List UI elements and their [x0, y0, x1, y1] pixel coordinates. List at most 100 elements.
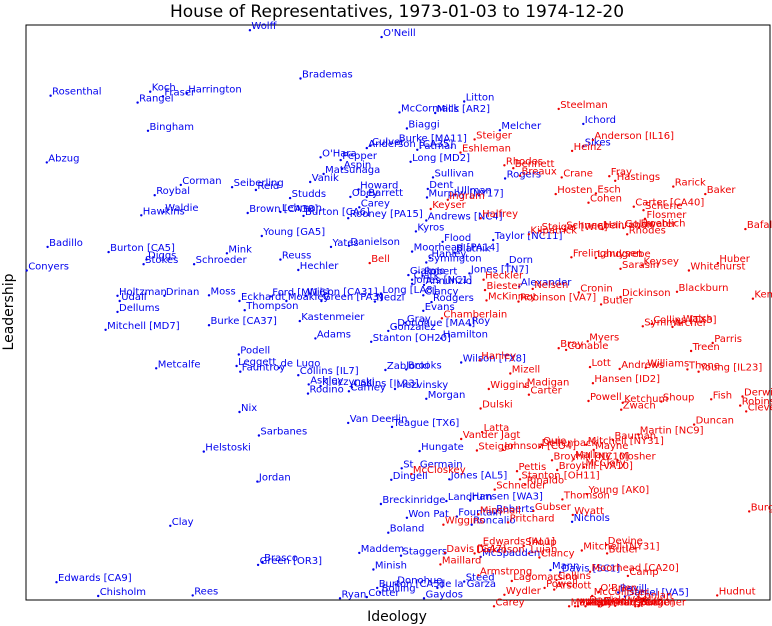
point-label: Hawkins: [143, 206, 185, 217]
point-label: Green [OR3]: [260, 556, 323, 567]
point-label: Moorhead [CA20]: [587, 597, 674, 608]
data-point: [503, 164, 506, 167]
data-point: [319, 384, 322, 388]
point-label: Landgrebe: [597, 249, 650, 260]
point-label: Eckhardt: [241, 292, 285, 303]
data-point: [614, 179, 617, 182]
data-point: [225, 252, 229, 255]
data-point: [531, 287, 534, 291]
data-point: [430, 300, 433, 304]
data-point: [561, 498, 564, 501]
point-label: Arscott: [556, 581, 592, 592]
point-label: Moss: [211, 286, 236, 297]
data-point: [448, 478, 451, 481]
point-label: Flood: [444, 233, 471, 244]
data-point: [632, 205, 635, 208]
point-label: Lujan: [530, 544, 557, 555]
y-axis-label: Leadership: [1, 273, 17, 350]
data-point: [379, 502, 383, 506]
point-label: Quie: [543, 436, 566, 447]
data-point: [153, 194, 156, 197]
point-label: Brown [CA38]: [249, 204, 318, 215]
point-label: Hosten: [557, 185, 592, 196]
point-label: Dulski: [482, 400, 513, 411]
point-label: Devine: [608, 536, 643, 547]
data-point: [483, 288, 487, 292]
data-point: [422, 283, 426, 287]
point-label: Biaggi: [408, 120, 439, 131]
point-label: Jones [TN7]: [470, 264, 529, 275]
point-label: Evans: [425, 302, 455, 313]
point-label: Lott: [592, 358, 611, 369]
data-point: [510, 579, 513, 583]
points-layer: Wolff O'Neill Brademas KochFraserHarrington…: [25, 21, 772, 608]
point-label: Bingham: [150, 122, 195, 133]
data-point: [299, 77, 302, 80]
data-point: [347, 390, 351, 393]
data-point: [608, 175, 611, 178]
data-point: [557, 347, 560, 350]
data-point: [626, 574, 630, 578]
point-label: Bell: [641, 597, 660, 608]
point-label: Udall: [121, 292, 146, 303]
data-point: [306, 392, 310, 395]
point-label: Hastings: [617, 172, 660, 183]
data-point: [384, 368, 387, 372]
data-point: [469, 499, 472, 502]
point-label: McClory: [586, 458, 626, 469]
data-point: [387, 329, 390, 333]
point-label: Chamberlain: [443, 309, 507, 320]
data-point: [347, 217, 350, 220]
point-label: Dellenback: [542, 438, 598, 449]
data-point: [492, 605, 496, 608]
data-point: [25, 269, 28, 272]
point-label: Culver: [372, 137, 405, 148]
point-label: Parris: [714, 334, 742, 345]
point-label: Collins [IL23]: [353, 378, 418, 389]
data-point: [637, 433, 640, 436]
point-label: Mitchell [NY31]: [588, 436, 664, 447]
data-point: [339, 158, 342, 162]
point-label: Long [MD2]: [412, 153, 470, 164]
data-point: [527, 552, 531, 555]
point-label: Keyser: [432, 200, 466, 211]
point-label: Jordan: [258, 473, 291, 484]
point-label: Dickinson: [622, 288, 671, 299]
point-label: Myers: [589, 332, 619, 343]
point-label: Huber: [719, 254, 750, 265]
point-label: Waldie: [165, 203, 198, 214]
point-label: Rodino: [310, 385, 344, 396]
data-point: [619, 267, 622, 270]
point-label: Eshleman: [462, 144, 511, 155]
data-point: [555, 578, 558, 582]
point-label: Zablocki: [387, 361, 429, 372]
point-label: Nelsen: [534, 280, 568, 291]
data-point: [622, 226, 625, 230]
data-point: [572, 457, 575, 461]
data-point: [605, 552, 609, 555]
data-point: [230, 186, 234, 189]
point-label: Chisholm: [100, 587, 146, 598]
point-label: Helstoski: [205, 443, 250, 454]
data-point: [506, 521, 510, 524]
point-label: Podell: [240, 346, 270, 357]
point-label: Taylor [NC11]: [494, 231, 563, 242]
data-point: [368, 261, 371, 265]
point-label: Burton [CA5]: [110, 243, 175, 254]
data-point: [563, 228, 566, 231]
data-point: [617, 591, 620, 594]
data-point: [243, 309, 246, 312]
point-label: Fray: [611, 167, 632, 178]
point-label: Nichols: [574, 513, 610, 524]
data-point: [398, 111, 401, 114]
data-point: [425, 196, 429, 199]
data-point: [405, 368, 408, 371]
point-label: Pritchard: [510, 513, 555, 524]
data-point: [601, 604, 604, 607]
data-point: [441, 240, 444, 243]
data-point: [185, 92, 188, 95]
data-point: [257, 434, 261, 437]
data-point: [527, 393, 531, 396]
point-label: Nedzi: [376, 293, 404, 304]
data-point: [425, 261, 428, 264]
